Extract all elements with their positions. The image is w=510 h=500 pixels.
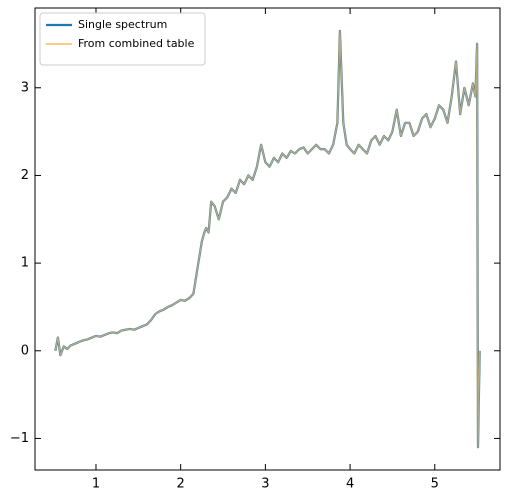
x-tick-label: 3 [261, 477, 269, 492]
x-tick-label: 1 [92, 477, 100, 492]
legend: Single spectrum From combined table [39, 12, 206, 66]
legend-frame [39, 12, 206, 66]
y-tick-label: 1 [21, 256, 29, 271]
series-line [54, 30, 481, 448]
y-tick-label: 2 [21, 168, 29, 183]
legend-label: Single spectrum [78, 18, 167, 31]
series-line [54, 29, 481, 449]
x-tick-label: 2 [177, 477, 185, 492]
y-tick-label: 3 [21, 80, 29, 95]
y-tick-label: 0 [21, 343, 29, 358]
plot-frame [34, 7, 501, 471]
x-tick-label: 5 [431, 477, 439, 492]
y-tick-label: −1 [10, 431, 29, 446]
legend-label: From combined table [78, 37, 195, 50]
x-tick-label: 4 [346, 477, 354, 492]
